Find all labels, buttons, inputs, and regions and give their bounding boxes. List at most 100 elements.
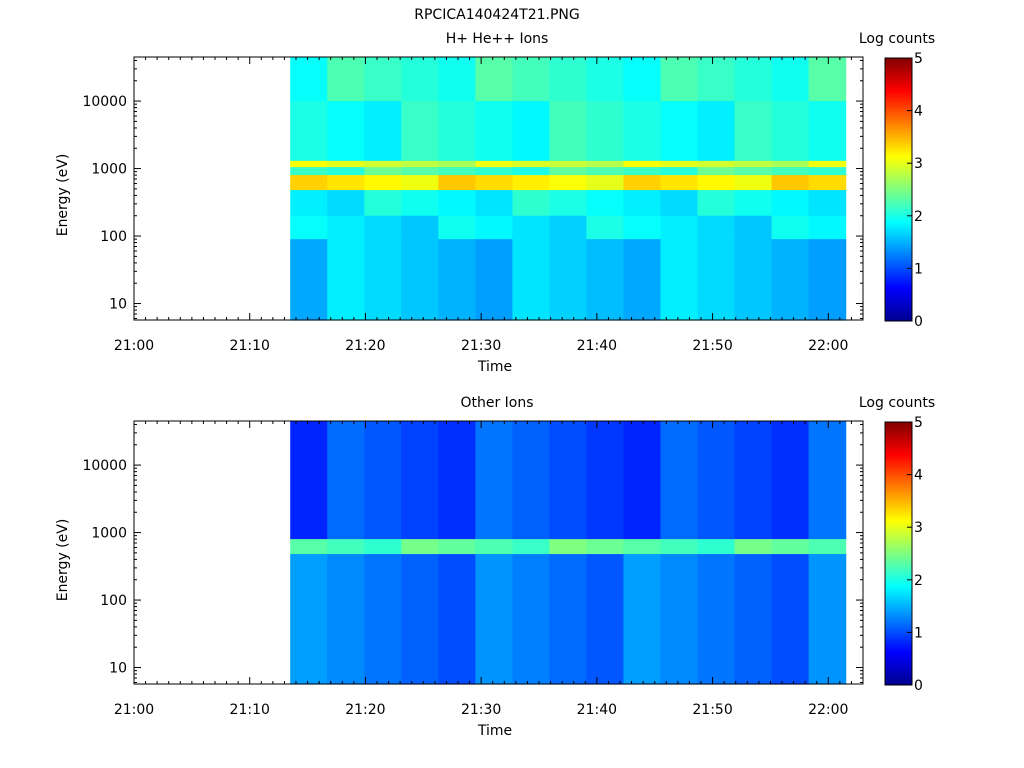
heatmap-cell — [290, 554, 328, 685]
y-tick-label: 1000 — [91, 526, 127, 542]
heatmap-cell — [549, 539, 588, 555]
heatmap-cell — [438, 239, 476, 321]
heatmap-cell — [364, 190, 402, 217]
heatmap-cell — [364, 239, 402, 321]
colorbar — [884, 421, 913, 686]
heatmap-cell — [290, 215, 328, 240]
heatmap-cell — [512, 539, 551, 555]
x-tick-label: 21:20 — [345, 702, 385, 718]
heatmap-cell — [290, 239, 328, 321]
heatmap-cell — [734, 421, 773, 540]
heatmap-cell — [549, 167, 588, 176]
heatmap-cell — [364, 421, 402, 540]
y-tick-label: 100 — [100, 229, 127, 245]
heatmap-cell — [623, 539, 662, 555]
heatmap-cell — [512, 421, 551, 540]
heatmap-cell — [475, 160, 513, 168]
x-tick-label: 22:00 — [808, 702, 848, 718]
heatmap-cell — [401, 167, 439, 176]
heatmap-cell — [549, 190, 588, 217]
heatmap-cell — [697, 160, 736, 168]
heatmap-cell — [808, 554, 847, 685]
colorbar-tick-label: 5 — [914, 51, 923, 67]
heatmap-cell — [401, 190, 439, 217]
heatmap-cell — [327, 421, 365, 540]
x-tick-label: 21:30 — [461, 338, 501, 354]
heatmap-cell — [290, 167, 328, 176]
x-tick-label: 21:50 — [692, 702, 732, 718]
heatmap-cell — [734, 539, 773, 555]
colorbar-tick-label: 5 — [914, 415, 923, 431]
heatmap-cell — [364, 175, 402, 191]
colorbar-tick-label: 2 — [914, 573, 923, 589]
heatmap-cell — [401, 239, 439, 321]
figure-title: RPCICA140424T21.PNG — [414, 7, 579, 23]
colorbar-label: Log counts — [859, 395, 935, 411]
heatmap-cell — [549, 421, 588, 540]
colorbar-tick-label: 4 — [914, 104, 923, 120]
heatmap-cell — [401, 160, 439, 168]
heatmap-cell — [401, 57, 439, 102]
heatmap-cell — [660, 167, 699, 176]
heatmap-cell — [734, 215, 773, 240]
x-tick-label: 21:10 — [230, 338, 270, 354]
heatmap-cell — [623, 554, 662, 685]
heatmap-cell — [734, 175, 773, 191]
heatmap-cell — [401, 554, 439, 685]
x-tick-label: 21:40 — [577, 338, 617, 354]
heatmap-cell — [734, 57, 773, 102]
colorbar-label: Log counts — [859, 31, 935, 47]
heatmap-cell — [734, 101, 773, 162]
heatmap-cell — [660, 101, 699, 162]
heatmap-cell — [512, 167, 551, 176]
heatmap-cell — [438, 215, 476, 240]
heatmap-cell — [697, 101, 736, 162]
heatmap-cell — [475, 539, 513, 555]
heatmap-cell — [290, 160, 328, 168]
heatmap-cell — [475, 215, 513, 240]
heatmap-cell — [697, 239, 736, 321]
heatmap-cell — [327, 175, 365, 191]
x-tick-label: 21:00 — [114, 702, 154, 718]
heatmap-cell — [771, 167, 810, 176]
heatmap-cell — [401, 175, 439, 191]
heatmap-cell — [438, 539, 476, 555]
heatmap-cell — [438, 101, 476, 162]
x-tick-label: 21:50 — [692, 338, 732, 354]
y-tick-label: 100 — [100, 593, 127, 609]
heatmap-cell — [327, 539, 365, 555]
heatmap-cell — [512, 160, 551, 168]
y-axis: 10 100 1000 10000 — [82, 423, 863, 683]
heatmap-cell — [549, 101, 588, 162]
heatmap-cell — [549, 175, 588, 191]
heatmap-cell — [512, 239, 551, 321]
heatmap-cell — [586, 101, 625, 162]
heatmap-cell — [364, 554, 402, 685]
heatmap-cell — [734, 554, 773, 685]
colorbar-tick-label: 2 — [914, 209, 923, 225]
heatmap-cell — [512, 215, 551, 240]
heatmap-cell — [475, 239, 513, 321]
heatmap-cell — [771, 101, 810, 162]
heatmap-cell — [327, 101, 365, 162]
y-tick-label: 10000 — [82, 458, 127, 474]
colorbar-tick-label: 3 — [914, 156, 923, 172]
heatmap-cell — [327, 554, 365, 685]
heatmap-cell — [438, 190, 476, 217]
x-axis-label: Time — [477, 723, 512, 739]
x-tick-label: 21:10 — [230, 702, 270, 718]
heatmap-cell — [586, 215, 625, 240]
heatmap-cell — [697, 175, 736, 191]
x-axis: 21:00 21:10 21:20 21:30 21:40 21:50 22:00 — [114, 421, 864, 718]
heatmap-cell — [438, 160, 476, 168]
heatmap-cell — [623, 239, 662, 321]
heatmap-cell — [401, 215, 439, 240]
heatmap-cell — [475, 167, 513, 176]
heatmap-cell — [475, 421, 513, 540]
panel-h-he-ions: H+ He++ Ions 21:00 21:10 21:20 21:30 21:40 21… — [55, 31, 935, 375]
heatmap-cells — [290, 57, 847, 321]
heatmap-cell — [438, 57, 476, 102]
panel-title: H+ He++ Ions — [446, 31, 549, 47]
heatmap-cell — [475, 175, 513, 191]
heatmap-cell — [438, 175, 476, 191]
